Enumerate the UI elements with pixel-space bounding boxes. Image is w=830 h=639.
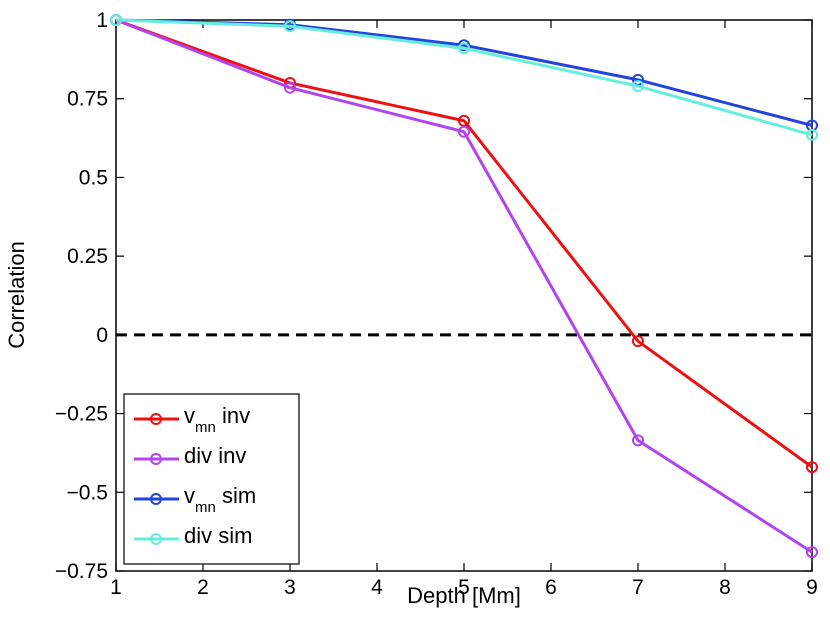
data-point <box>458 42 470 55</box>
y-tick-label: −0.75 <box>55 560 108 583</box>
axes: 1 2 3 4 5 6 7 8 9 −0.75 −0.5 −0.25 0 0.25 0.5 0.75 1 <box>55 9 818 599</box>
legend-swatch-marker <box>150 453 162 465</box>
data-point <box>806 461 818 474</box>
data-point <box>458 125 470 138</box>
x-tick-label: 8 <box>719 576 731 599</box>
legend: vmn inv div inv vmn sim div sim <box>123 393 300 565</box>
y-tick-label: −0.5 <box>67 481 108 504</box>
data-point <box>806 546 818 559</box>
data-point <box>110 14 122 26</box>
series-line <box>115 18 813 469</box>
y-tick-label: 0.5 <box>79 166 108 189</box>
legend-label: div sim <box>184 523 252 548</box>
data-point <box>284 20 296 33</box>
y-tick-label: 0.25 <box>67 245 108 268</box>
series-line <box>115 18 813 137</box>
x-tick-label: 6 <box>545 576 557 599</box>
y-tick-label: 1 <box>96 9 108 32</box>
data-point <box>458 114 470 127</box>
legend-label: vmn sim <box>184 483 256 516</box>
data-point <box>806 128 818 141</box>
y-tick-label: 0.75 <box>67 88 108 111</box>
legend-swatch-marker <box>150 493 162 505</box>
series-div-sim <box>110 14 818 141</box>
legend-swatch-marker <box>150 533 162 545</box>
data-point <box>632 335 644 348</box>
data-point <box>632 80 644 93</box>
legend-swatch-marker <box>150 413 162 425</box>
x-axis-label: Depth [Mm] <box>407 583 521 608</box>
legend-label: div inv <box>184 443 246 468</box>
x-tick-label: 2 <box>197 576 209 599</box>
data-point <box>632 434 644 447</box>
legend-label: vmn inv <box>184 403 250 436</box>
x-tick-label: 9 <box>806 576 818 599</box>
series-line <box>115 18 813 554</box>
y-tick-label: −0.25 <box>55 403 108 426</box>
series-lines <box>110 14 818 559</box>
x-tick-label: 7 <box>632 576 644 599</box>
x-tick-label: 3 <box>284 576 296 599</box>
y-axis-label: Correlation <box>4 241 29 349</box>
y-tick-label: 0 <box>96 324 108 347</box>
x-tick-label: 4 <box>371 576 383 599</box>
x-tick-label: 1 <box>110 576 122 599</box>
x-tick-label: 5 <box>458 576 470 599</box>
data-point <box>284 81 296 94</box>
